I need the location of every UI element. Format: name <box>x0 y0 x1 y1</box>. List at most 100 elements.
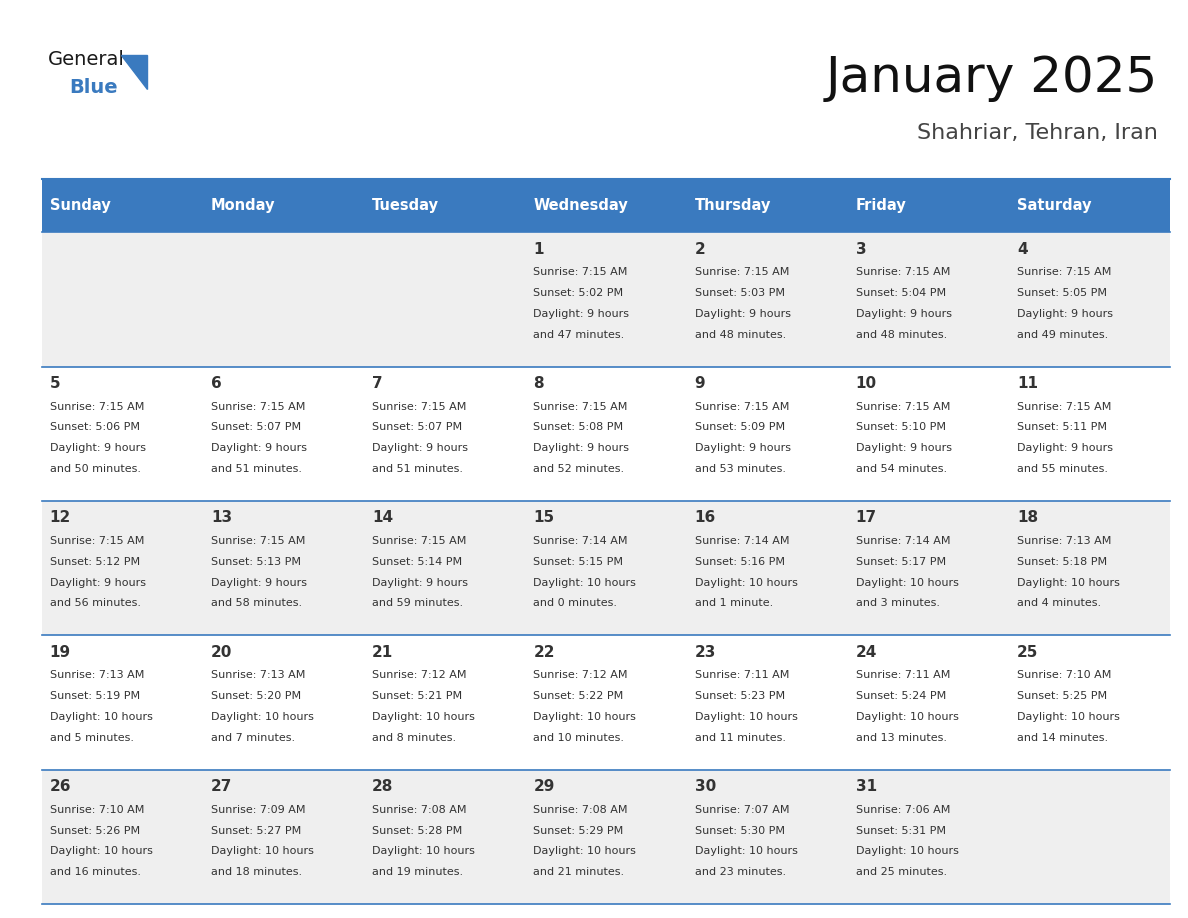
Text: Daylight: 10 hours: Daylight: 10 hours <box>50 846 152 856</box>
Text: Sunset: 5:04 PM: Sunset: 5:04 PM <box>855 288 946 298</box>
Text: Sunrise: 7:15 AM: Sunrise: 7:15 AM <box>695 267 789 277</box>
Text: 23: 23 <box>695 644 716 660</box>
Text: and 48 minutes.: and 48 minutes. <box>695 330 785 340</box>
Text: Daylight: 9 hours: Daylight: 9 hours <box>50 577 146 588</box>
Text: and 52 minutes.: and 52 minutes. <box>533 465 625 474</box>
Text: Daylight: 9 hours: Daylight: 9 hours <box>210 577 307 588</box>
Text: 16: 16 <box>695 510 716 525</box>
Text: Daylight: 9 hours: Daylight: 9 hours <box>210 443 307 453</box>
Polygon shape <box>121 55 147 89</box>
Text: Sunset: 5:19 PM: Sunset: 5:19 PM <box>50 691 140 701</box>
Text: and 55 minutes.: and 55 minutes. <box>1017 465 1108 474</box>
Text: January 2025: January 2025 <box>826 54 1158 102</box>
Text: and 5 minutes.: and 5 minutes. <box>50 733 133 743</box>
Text: Sunrise: 7:08 AM: Sunrise: 7:08 AM <box>533 805 627 815</box>
Text: Saturday: Saturday <box>1017 198 1092 213</box>
Text: Sunday: Sunday <box>50 198 110 213</box>
Text: Sunrise: 7:10 AM: Sunrise: 7:10 AM <box>50 805 144 815</box>
Text: and 49 minutes.: and 49 minutes. <box>1017 330 1108 340</box>
Text: Daylight: 10 hours: Daylight: 10 hours <box>533 712 637 722</box>
Text: 13: 13 <box>210 510 232 525</box>
Text: Sunrise: 7:13 AM: Sunrise: 7:13 AM <box>1017 536 1112 546</box>
Text: Daylight: 10 hours: Daylight: 10 hours <box>533 846 637 856</box>
Text: Sunset: 5:22 PM: Sunset: 5:22 PM <box>533 691 624 701</box>
Text: and 19 minutes.: and 19 minutes. <box>372 868 463 878</box>
Text: Sunset: 5:21 PM: Sunset: 5:21 PM <box>372 691 462 701</box>
Text: and 16 minutes.: and 16 minutes. <box>50 868 140 878</box>
Text: Sunrise: 7:10 AM: Sunrise: 7:10 AM <box>1017 670 1112 680</box>
Text: Sunrise: 7:12 AM: Sunrise: 7:12 AM <box>533 670 627 680</box>
Bar <box>42 366 1170 501</box>
Text: Sunrise: 7:07 AM: Sunrise: 7:07 AM <box>695 805 789 815</box>
Text: Daylight: 10 hours: Daylight: 10 hours <box>695 846 797 856</box>
Text: and 7 minutes.: and 7 minutes. <box>210 733 295 743</box>
Text: and 58 minutes.: and 58 minutes. <box>210 599 302 609</box>
Text: and 14 minutes.: and 14 minutes. <box>1017 733 1108 743</box>
Text: Daylight: 9 hours: Daylight: 9 hours <box>372 443 468 453</box>
Text: Sunset: 5:16 PM: Sunset: 5:16 PM <box>695 557 784 566</box>
Bar <box>42 770 1170 904</box>
Text: Daylight: 10 hours: Daylight: 10 hours <box>210 846 314 856</box>
Text: Sunrise: 7:15 AM: Sunrise: 7:15 AM <box>695 401 789 411</box>
Bar <box>42 501 1170 635</box>
Text: 28: 28 <box>372 779 393 794</box>
Text: 17: 17 <box>855 510 877 525</box>
Text: and 51 minutes.: and 51 minutes. <box>372 465 463 474</box>
Text: Sunrise: 7:15 AM: Sunrise: 7:15 AM <box>533 401 627 411</box>
Text: and 25 minutes.: and 25 minutes. <box>855 868 947 878</box>
Text: Sunset: 5:30 PM: Sunset: 5:30 PM <box>695 825 784 835</box>
Text: Sunset: 5:29 PM: Sunset: 5:29 PM <box>533 825 624 835</box>
Text: 24: 24 <box>855 644 877 660</box>
Text: Sunrise: 7:15 AM: Sunrise: 7:15 AM <box>855 401 950 411</box>
Text: Sunset: 5:07 PM: Sunset: 5:07 PM <box>372 422 462 432</box>
Text: and 1 minute.: and 1 minute. <box>695 599 773 609</box>
Text: Daylight: 9 hours: Daylight: 9 hours <box>1017 308 1113 319</box>
Text: Daylight: 10 hours: Daylight: 10 hours <box>533 577 637 588</box>
Text: Sunrise: 7:14 AM: Sunrise: 7:14 AM <box>533 536 627 546</box>
Text: 18: 18 <box>1017 510 1038 525</box>
Text: 10: 10 <box>855 376 877 391</box>
Text: Daylight: 10 hours: Daylight: 10 hours <box>695 712 797 722</box>
Text: 26: 26 <box>50 779 71 794</box>
Text: and 59 minutes.: and 59 minutes. <box>372 599 463 609</box>
Text: 29: 29 <box>533 779 555 794</box>
Text: Daylight: 9 hours: Daylight: 9 hours <box>855 443 952 453</box>
Text: 14: 14 <box>372 510 393 525</box>
Text: Sunset: 5:10 PM: Sunset: 5:10 PM <box>855 422 946 432</box>
Text: Sunrise: 7:09 AM: Sunrise: 7:09 AM <box>210 805 305 815</box>
Text: and 13 minutes.: and 13 minutes. <box>855 733 947 743</box>
Text: Sunset: 5:28 PM: Sunset: 5:28 PM <box>372 825 462 835</box>
Text: Sunset: 5:03 PM: Sunset: 5:03 PM <box>695 288 784 298</box>
Text: Sunset: 5:18 PM: Sunset: 5:18 PM <box>1017 557 1107 566</box>
Text: Sunrise: 7:08 AM: Sunrise: 7:08 AM <box>372 805 467 815</box>
Text: 4: 4 <box>1017 241 1028 257</box>
Text: Daylight: 9 hours: Daylight: 9 hours <box>1017 443 1113 453</box>
Text: 19: 19 <box>50 644 71 660</box>
Text: Sunset: 5:25 PM: Sunset: 5:25 PM <box>1017 691 1107 701</box>
Text: and 50 minutes.: and 50 minutes. <box>50 465 140 474</box>
Text: Sunset: 5:20 PM: Sunset: 5:20 PM <box>210 691 301 701</box>
Text: 20: 20 <box>210 644 232 660</box>
Text: 30: 30 <box>695 779 716 794</box>
Text: Sunrise: 7:14 AM: Sunrise: 7:14 AM <box>855 536 950 546</box>
Text: Sunrise: 7:14 AM: Sunrise: 7:14 AM <box>695 536 789 546</box>
Text: Sunrise: 7:15 AM: Sunrise: 7:15 AM <box>210 536 305 546</box>
Text: 9: 9 <box>695 376 706 391</box>
Text: Friday: Friday <box>855 198 906 213</box>
Text: and 47 minutes.: and 47 minutes. <box>533 330 625 340</box>
Text: Sunset: 5:26 PM: Sunset: 5:26 PM <box>50 825 140 835</box>
Text: Daylight: 9 hours: Daylight: 9 hours <box>695 308 790 319</box>
Text: Monday: Monday <box>210 198 276 213</box>
Text: 1: 1 <box>533 241 544 257</box>
Text: Wednesday: Wednesday <box>533 198 628 213</box>
Text: Sunset: 5:23 PM: Sunset: 5:23 PM <box>695 691 785 701</box>
Text: Sunrise: 7:15 AM: Sunrise: 7:15 AM <box>1017 267 1112 277</box>
Text: and 48 minutes.: and 48 minutes. <box>855 330 947 340</box>
Text: Sunset: 5:06 PM: Sunset: 5:06 PM <box>50 422 140 432</box>
Text: Daylight: 9 hours: Daylight: 9 hours <box>533 443 630 453</box>
Bar <box>42 635 1170 770</box>
Text: General: General <box>48 50 125 70</box>
Text: Sunrise: 7:13 AM: Sunrise: 7:13 AM <box>210 670 305 680</box>
Text: Sunset: 5:11 PM: Sunset: 5:11 PM <box>1017 422 1107 432</box>
Text: 25: 25 <box>1017 644 1038 660</box>
